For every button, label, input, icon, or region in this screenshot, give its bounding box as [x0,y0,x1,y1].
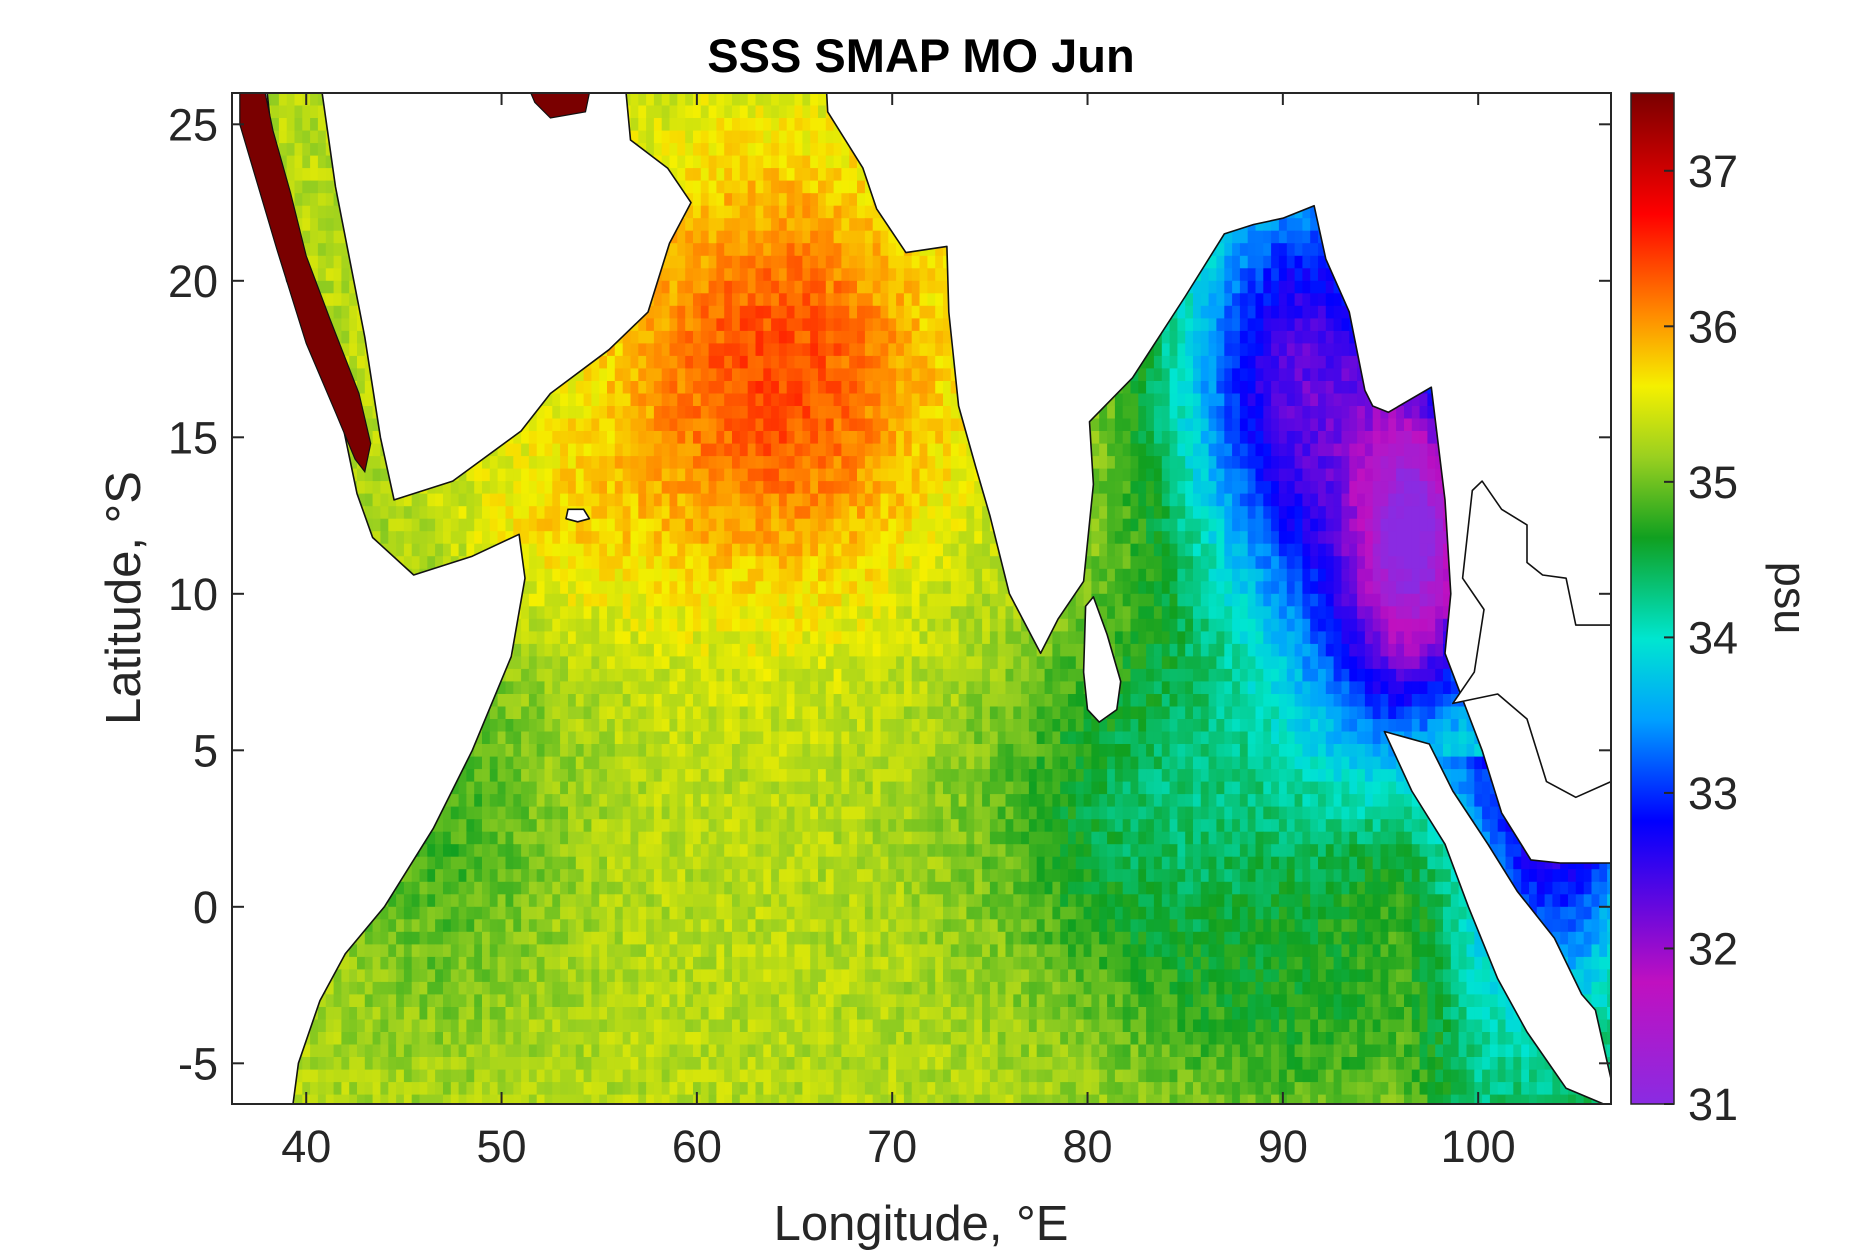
persian-gulf [530,93,591,119]
colorbar-tick-label: 36 [1688,301,1738,352]
colorbar-axis: 31 32 33 34 35 36 37 [1664,146,1738,1130]
y-axis: -5 0 5 10 15 20 25 [168,99,1611,1089]
y-tick-label: 15 [168,412,218,463]
arabia-land [321,93,692,501]
colorbar-label: psu [1765,562,1816,635]
colorbar-tick-label: 35 [1688,457,1738,508]
colorbar-tick-label: 32 [1688,923,1738,974]
red-sea [239,93,372,474]
sri-lanka-land [1082,596,1122,723]
colorbar [1630,92,1675,1105]
socotra-land [565,508,591,523]
thailand-land [1452,480,1611,799]
colorbar-tick-label: 34 [1688,612,1738,663]
colorbar-tick-label: 33 [1688,768,1738,819]
y-tick-label: 0 [193,882,218,933]
y-axis-label: Latitude, °S [97,471,151,725]
plot-frame [231,92,1612,1105]
x-axis-label: Longitude, °E [774,1197,1069,1250]
y-tick-label: -5 [178,1038,218,1089]
y-tick-label: 10 [168,569,218,620]
sumatra-land [1383,730,1611,1104]
india-land [825,93,1611,864]
x-axis: 40 50 60 70 80 90 100 [281,93,1516,1172]
x-tick-label: 40 [281,1121,331,1172]
x-tick-label: 50 [477,1121,527,1172]
y-tick-label: 5 [193,725,218,776]
y-tick-label: 20 [168,256,218,307]
x-tick-label: 80 [1062,1121,1112,1172]
land-mask [232,93,1611,1104]
y-tick-label: 25 [168,99,218,150]
colorbar-tick-label: 37 [1688,146,1738,197]
x-tick-label: 90 [1258,1121,1308,1172]
x-tick-label: 60 [672,1121,722,1172]
chart-title: SSS SMAP MO Jun [707,29,1134,82]
x-tick-label: 70 [867,1121,917,1172]
colorbar-tick-label: 31 [1688,1079,1738,1130]
x-tick-label: 100 [1441,1121,1516,1172]
